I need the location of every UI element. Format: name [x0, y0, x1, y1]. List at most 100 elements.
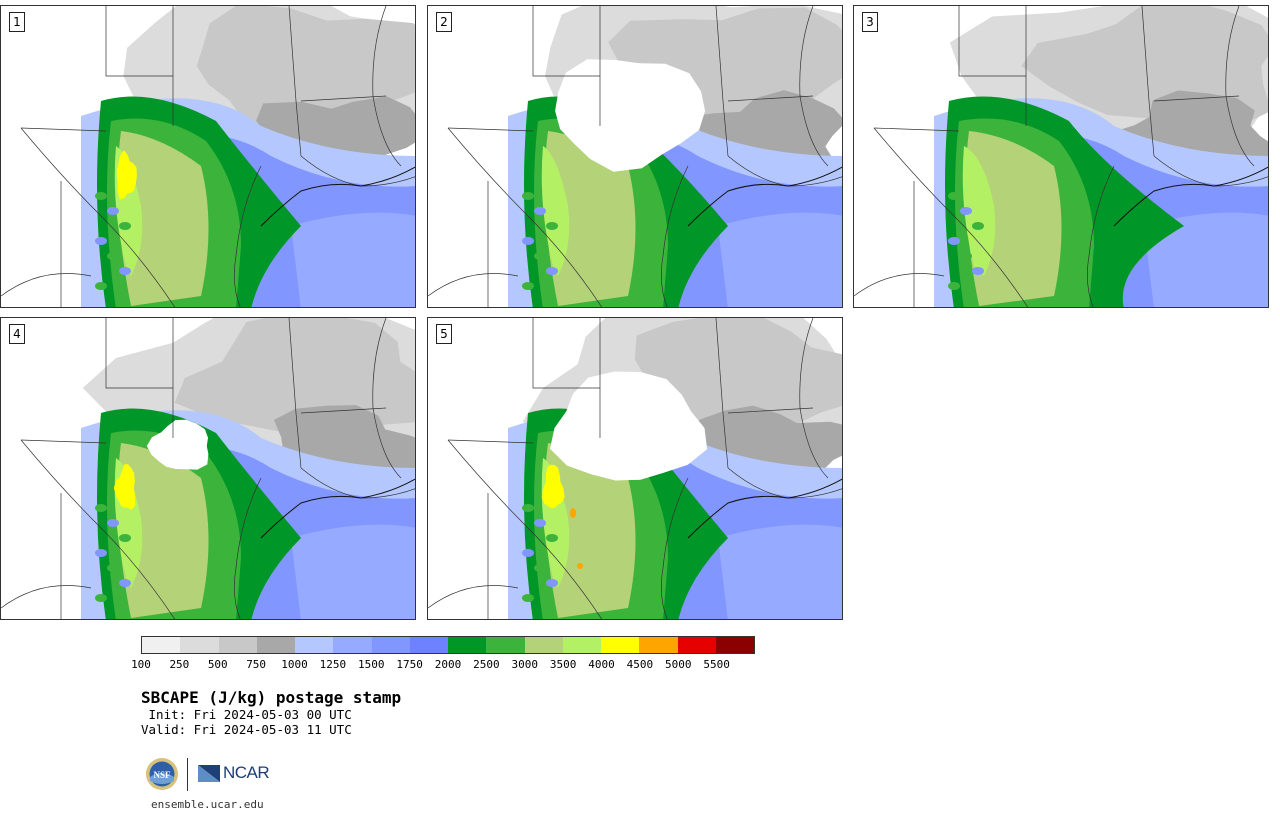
map-boundary-line: [958, 6, 1027, 77]
map-3: [854, 6, 1268, 307]
panel-number: 2: [436, 12, 452, 32]
cape-below-100: [555, 59, 706, 172]
map-boundary-line: [1, 585, 92, 609]
map-boundary-line: [300, 407, 387, 414]
cape-patch: [119, 579, 131, 587]
colorbar-segment: [180, 637, 219, 653]
map-1: [1, 6, 415, 307]
colorbar-tick-labels: 100 250 500 750 1000 1250 1500 1750 2000 2500 3000…: [131, 658, 755, 672]
cape-patch: [119, 222, 131, 230]
map-5: [428, 318, 842, 619]
cape-patch: [948, 192, 960, 200]
map-boundary-line: [727, 95, 814, 102]
map-boundary-line: [873, 127, 1029, 307]
map-boundary-line: [1, 273, 92, 297]
colorbar-segment: [409, 637, 448, 653]
map-boundary-line: [20, 439, 107, 444]
colorbar-segment: [371, 637, 410, 653]
cape-patch: [522, 282, 534, 290]
map-boundary-line: [20, 127, 176, 307]
cape-patch: [546, 267, 558, 275]
cape-contour-4000: [541, 464, 565, 509]
map-boundary-line: [873, 127, 960, 132]
colorbar-segment: [333, 637, 372, 653]
map-boundary-line: [532, 6, 601, 77]
cape-contour-4500: [577, 563, 583, 569]
cape-contour-3500: [541, 146, 570, 276]
map-boundary-line: [234, 165, 262, 307]
init-time: Init: Fri 2024-05-03 00 UTC: [141, 707, 352, 722]
stamp-panel-2: 2: [427, 5, 843, 308]
cape-patch: [95, 549, 107, 557]
cape-patch: [522, 504, 534, 512]
ncar-logo-text: NCAR: [223, 763, 270, 782]
map-coastline: [260, 166, 415, 227]
cape-patch: [95, 237, 107, 245]
map-boundary-line: [288, 6, 302, 157]
cape-below-100: [146, 419, 209, 470]
map-boundary-line: [1153, 95, 1240, 102]
colorbar-tick-label: 3500: [549, 658, 577, 671]
cape-contour-3000: [117, 443, 209, 618]
cape-contour-3000: [544, 443, 636, 618]
map-boundary-line: [661, 165, 689, 307]
cape-contour-1250: [291, 524, 415, 619]
cape-patch: [95, 282, 107, 290]
cape-contour-1250: [1144, 212, 1268, 307]
colorbar-segment: [218, 637, 257, 653]
cape-patch: [522, 237, 534, 245]
colorbar-segment: [562, 637, 601, 653]
colorbar-tick-label: 250: [169, 658, 190, 671]
colorbar-tick-label: 500: [207, 658, 228, 671]
map-boundary-line: [661, 477, 689, 619]
colorbar-segment: [639, 637, 678, 653]
colorbar-segment: [715, 637, 754, 653]
map-boundary-line: [447, 439, 603, 619]
map-2: [428, 6, 842, 307]
cape-contour-3500: [962, 146, 996, 276]
cape-contour-250: [174, 318, 415, 434]
map-boundary-line: [799, 6, 829, 167]
cape-patch: [119, 267, 131, 275]
map-coastline: [687, 478, 842, 539]
map-boundary-line: [372, 6, 402, 167]
map-boundary-line: [428, 585, 519, 609]
stamp-panel-3: 3: [853, 5, 1269, 308]
cape-patch: [95, 192, 107, 200]
panel-number: 1: [9, 12, 25, 32]
stamp-panel-1: 1: [0, 5, 416, 308]
cape-patch: [95, 594, 107, 602]
colorbar-tick-label: 1000: [281, 658, 308, 671]
cape-contour-4500: [570, 508, 576, 518]
colorbar-tick-label: 2500: [473, 658, 500, 671]
map-boundary-line: [288, 318, 302, 469]
cape-below-100: [550, 371, 708, 481]
cape-contour-4000: [113, 464, 136, 510]
cape-contour-3000: [117, 131, 209, 306]
colorbar-tick-label: 5000: [665, 658, 692, 671]
map-boundary-line: [854, 273, 945, 297]
colorbar-segment: [677, 637, 716, 653]
map-boundary-line: [715, 318, 729, 469]
ncar-logo-icon: [198, 765, 220, 782]
map-boundary-line: [105, 318, 174, 389]
cape-patch: [948, 237, 960, 245]
stamp-panel-4: 4: [0, 317, 416, 620]
cape-patch: [107, 252, 119, 260]
valid-time: Valid: Fri 2024-05-03 11 UTC: [141, 722, 352, 737]
cape-patch: [95, 504, 107, 512]
cape-patch: [546, 534, 558, 542]
map-boundary-line: [20, 439, 176, 619]
panel-number: 5: [436, 324, 452, 344]
map-boundary-line: [105, 6, 174, 77]
colorbar-tick-label: 4000: [588, 658, 615, 671]
cape-patch: [522, 192, 534, 200]
cape-patch: [534, 519, 546, 527]
cape-patch: [107, 207, 119, 215]
colorbar-segment: [142, 637, 181, 653]
svg-text:NSF: NSF: [153, 770, 171, 780]
map-boundary-line: [234, 477, 262, 619]
cape-patch: [107, 519, 119, 527]
colorbar-tick-label: 1250: [319, 658, 347, 671]
map-boundary-line: [447, 127, 534, 132]
